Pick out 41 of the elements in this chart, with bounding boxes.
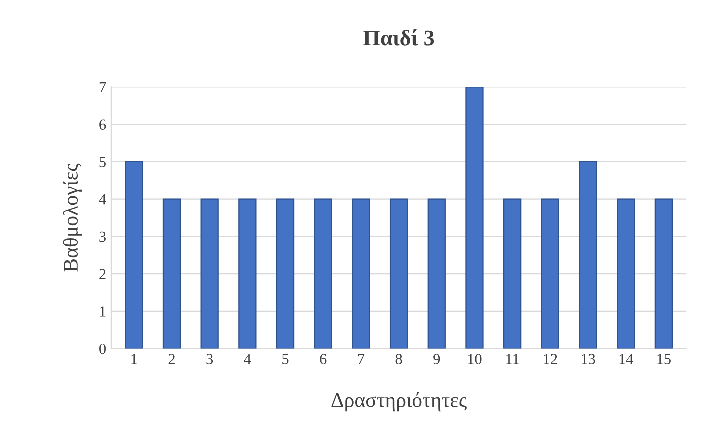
x-tick-label: 1 bbox=[132, 354, 138, 364]
x-tick-label: 13 bbox=[582, 354, 596, 364]
x-tick-label: 12 bbox=[544, 354, 558, 364]
x-tick-label: 9 bbox=[434, 354, 440, 364]
x-axis-title: Δραστηριότητες bbox=[332, 392, 467, 412]
y-tick-label: 3 bbox=[100, 232, 106, 242]
x-tick-label: 11 bbox=[506, 354, 520, 364]
x-tick-label: 8 bbox=[396, 354, 402, 364]
chart-title: Παιδί 3 bbox=[364, 29, 434, 46]
bar bbox=[504, 198, 522, 349]
y-tick-label: 7 bbox=[100, 82, 106, 92]
x-tick-label: 7 bbox=[358, 354, 365, 364]
y-tick-label: 6 bbox=[100, 120, 106, 130]
bar bbox=[579, 161, 598, 349]
bar bbox=[390, 198, 408, 349]
x-tick-label: 10 bbox=[468, 354, 482, 364]
x-tick-label: 3 bbox=[206, 354, 214, 364]
x-tick-label: 5 bbox=[282, 354, 289, 364]
bar bbox=[541, 198, 560, 349]
bar bbox=[654, 198, 674, 349]
x-tick-label: 6 bbox=[320, 354, 327, 364]
x-tick-label: 14 bbox=[620, 354, 634, 364]
bar bbox=[314, 198, 332, 349]
bar bbox=[125, 161, 144, 349]
y-tick-label: 1 bbox=[100, 306, 106, 317]
bar bbox=[276, 198, 295, 349]
y-tick-label: 2 bbox=[100, 269, 106, 280]
bar bbox=[466, 87, 484, 349]
bar bbox=[617, 198, 636, 349]
bar bbox=[200, 198, 219, 349]
x-tick-label: 4 bbox=[244, 354, 252, 364]
x-tick-label: 15 bbox=[658, 354, 671, 364]
y-axis-title: Βαθμολογίες bbox=[63, 164, 82, 272]
y-tick-label: 4 bbox=[99, 194, 106, 205]
y-tick-label: 0 bbox=[100, 344, 106, 354]
x-tick-label: 2 bbox=[168, 354, 175, 364]
bar bbox=[428, 198, 446, 349]
bar bbox=[352, 198, 370, 349]
bar bbox=[162, 198, 182, 349]
y-tick-label: 5 bbox=[100, 157, 106, 168]
bar bbox=[238, 198, 257, 349]
